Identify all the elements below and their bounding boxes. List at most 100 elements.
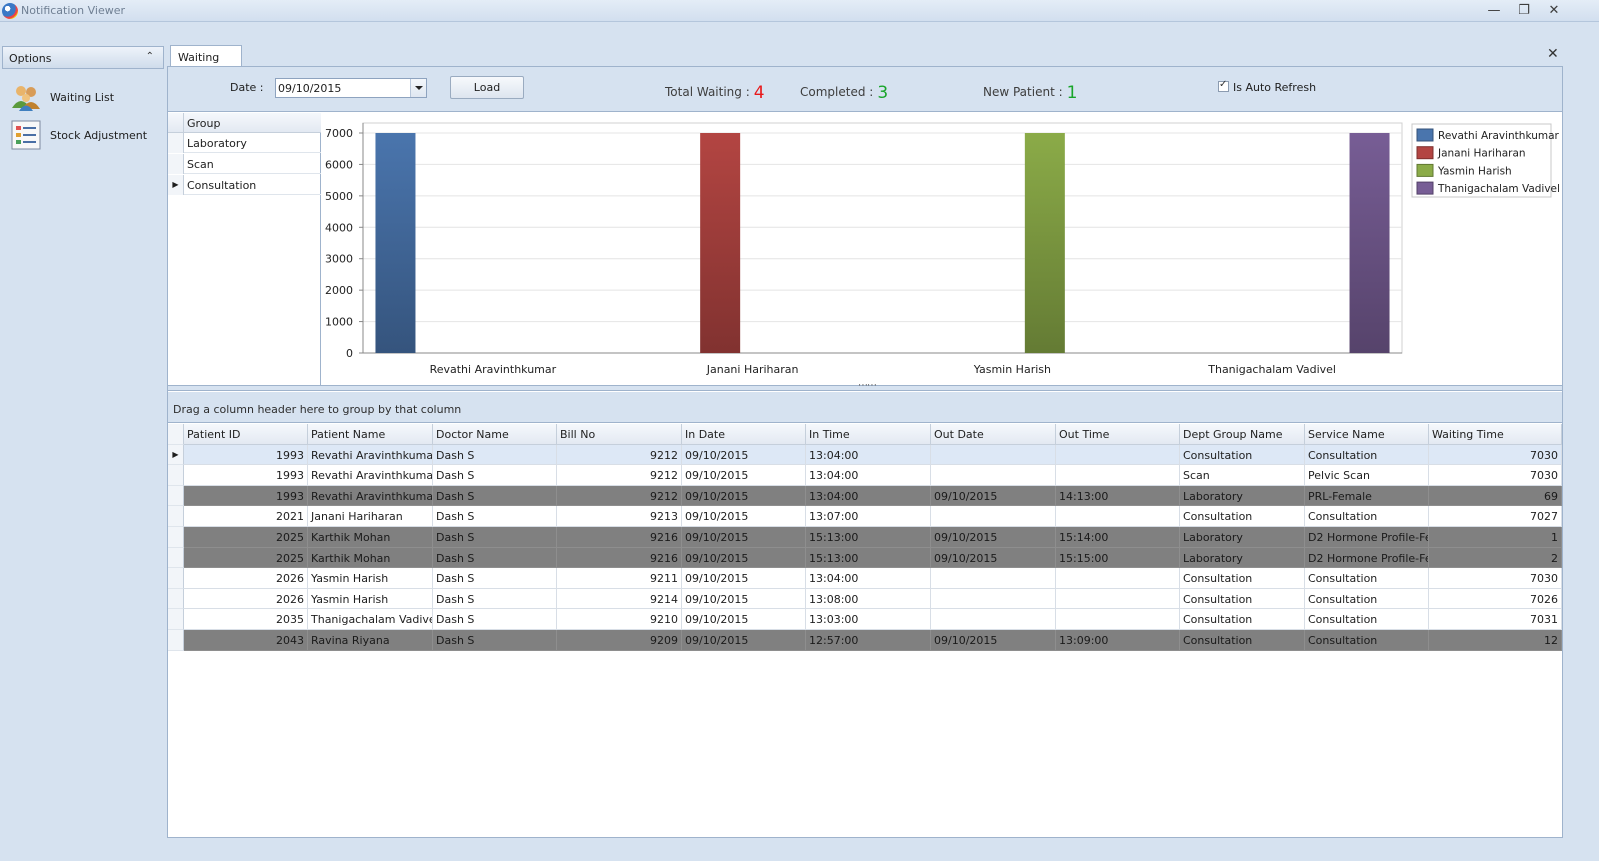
cell-bill-no[interactable]: 9216 <box>557 527 682 548</box>
cell-service-name[interactable]: D2 Hormone Profile-Fe... <box>1305 547 1429 569</box>
cell-dept-group-name[interactable]: Consultation <box>1180 630 1305 651</box>
cell-doctor-name[interactable]: Dash S <box>433 568 557 589</box>
cell-doctor-name[interactable]: Dash S <box>433 485 557 507</box>
cell-in-time[interactable]: 13:04:00 <box>806 568 931 589</box>
tab-waiting-list[interactable]: Waiting List <box>170 45 242 77</box>
cell-bill-no[interactable]: 9214 <box>557 588 682 610</box>
cell-out-time[interactable]: 13:09:00 <box>1056 630 1180 651</box>
cell-in-date[interactable]: 09/10/2015 <box>682 630 806 651</box>
group-by-panel[interactable]: Drag a column header here to group by th… <box>168 392 1562 423</box>
column-header-bill-no[interactable]: Bill No <box>557 424 682 445</box>
cell-waiting-time[interactable]: 7030 <box>1429 568 1562 589</box>
cell-service-name[interactable]: Consultation <box>1305 588 1429 610</box>
cell-dept-group-name[interactable]: Consultation <box>1180 506 1305 527</box>
cell-doctor-name[interactable]: Dash S <box>433 527 557 548</box>
cell-bill-no[interactable]: 9210 <box>557 609 682 630</box>
cell-bill-no[interactable]: 9213 <box>557 506 682 527</box>
cell-in-date[interactable]: 09/10/2015 <box>682 609 806 630</box>
cell-waiting-time[interactable]: 7030 <box>1429 465 1562 486</box>
column-header-out-time[interactable]: Out Time <box>1056 424 1180 445</box>
cell-dept-group-name[interactable]: Laboratory <box>1180 547 1305 569</box>
cell-out-time[interactable] <box>1056 609 1180 630</box>
cell-in-date[interactable]: 09/10/2015 <box>682 547 806 569</box>
options-nav-header[interactable]: Options ⌃ <box>2 46 164 69</box>
table-row[interactable]: 2026 Yasmin Harish Dash S 9211 09/10/2015 13:… <box>168 568 1562 589</box>
table-row[interactable]: 2025 Karthik Mohan Dash S 9216 09/10/2015 15:… <box>168 547 1562 569</box>
column-header-out-date[interactable]: Out Date <box>931 424 1056 445</box>
auto-refresh-toggle[interactable]: Is Auto Refresh <box>1218 79 1316 94</box>
close-tab-icon[interactable]: ✕ <box>1547 46 1559 62</box>
table-row[interactable]: 1993 Revathi Aravinthkumar Dash S 9212 09/10… <box>168 485 1562 507</box>
cell-waiting-time[interactable]: 1 <box>1429 527 1562 548</box>
column-header-dept-group-name[interactable]: Dept Group Name <box>1180 424 1305 445</box>
cell-waiting-time[interactable]: 7026 <box>1429 588 1562 610</box>
column-header-service-name[interactable]: Service Name <box>1305 424 1429 445</box>
cell-in-date[interactable]: 09/10/2015 <box>682 527 806 548</box>
column-header-in-date[interactable]: In Date <box>682 424 806 445</box>
group-grid-header[interactable]: Group <box>168 113 321 133</box>
cell-out-date[interactable]: 09/10/2015 <box>931 485 1056 507</box>
cell-in-date[interactable]: 09/10/2015 <box>682 506 806 527</box>
cell-in-time[interactable]: 13:04:00 <box>806 485 931 507</box>
column-header-waiting-time[interactable]: Waiting Time <box>1429 424 1562 445</box>
cell-dept-group-name[interactable]: Consultation <box>1180 444 1305 466</box>
cell-waiting-time[interactable]: 69 <box>1429 485 1562 507</box>
cell-service-name[interactable]: Consultation <box>1305 630 1429 651</box>
cell-out-date[interactable] <box>931 444 1056 466</box>
table-row[interactable]: 2021 Janani Hariharan Dash S 9213 09/10/2015… <box>168 506 1562 527</box>
load-button[interactable]: Load <box>450 76 524 99</box>
cell-out-time[interactable]: 15:14:00 <box>1056 527 1180 548</box>
cell-waiting-time[interactable]: 7030 <box>1429 444 1562 466</box>
table-row[interactable]: 2025 Karthik Mohan Dash S 9216 09/10/2015 15:… <box>168 527 1562 548</box>
cell-out-date[interactable] <box>931 588 1056 610</box>
cell-patient-name[interactable]: Janani Hariharan <box>308 506 433 527</box>
column-header-patient-name[interactable]: Patient Name <box>308 424 433 445</box>
cell-doctor-name[interactable]: Dash S <box>433 444 557 466</box>
cell-in-time[interactable]: 15:13:00 <box>806 527 931 548</box>
cell-in-date[interactable]: 09/10/2015 <box>682 485 806 507</box>
cell-out-date[interactable] <box>931 568 1056 589</box>
cell-dept-group-name[interactable]: Consultation <box>1180 609 1305 630</box>
cell-out-time[interactable] <box>1056 588 1180 610</box>
cell-service-name[interactable]: D2 Hormone Profile-Fe... <box>1305 527 1429 548</box>
cell-patient-id[interactable]: 2026 <box>184 588 308 610</box>
table-row[interactable]: 2026 Yasmin Harish Dash S 9214 09/10/2015 13:… <box>168 588 1562 610</box>
table-row[interactable]: 2035 Thanigachalam Vadivel Dash S 9210 09/10… <box>168 609 1562 630</box>
cell-waiting-time[interactable]: 7031 <box>1429 609 1562 630</box>
splitter-handle[interactable]: ⋯⋯ <box>168 380 1562 391</box>
cell-bill-no[interactable]: 9211 <box>557 568 682 589</box>
cell-bill-no[interactable]: 9209 <box>557 630 682 651</box>
cell-waiting-time[interactable]: 12 <box>1429 630 1562 651</box>
cell-service-name[interactable]: Consultation <box>1305 506 1429 527</box>
cell-doctor-name[interactable]: Dash S <box>433 588 557 610</box>
table-row[interactable]: 2043 Ravina Riyana Dash S 9209 09/10/2015 12:… <box>168 630 1562 651</box>
cell-patient-id[interactable]: 2035 <box>184 609 308 630</box>
cell-patient-name[interactable]: Yasmin Harish <box>308 568 433 589</box>
cell-dept-group-name[interactable]: Laboratory <box>1180 527 1305 548</box>
cell-in-date[interactable]: 09/10/2015 <box>682 444 806 466</box>
column-header-in-time[interactable]: In Time <box>806 424 931 445</box>
cell-patient-name[interactable]: Thanigachalam Vadivel <box>308 609 433 630</box>
cell-in-time[interactable]: 13:08:00 <box>806 588 931 610</box>
cell-doctor-name[interactable]: Dash S <box>433 630 557 651</box>
nav-item-waiting-list[interactable]: Waiting List <box>10 82 160 114</box>
cell-bill-no[interactable]: 9212 <box>557 465 682 486</box>
cell-service-name[interactable]: Pelvic Scan <box>1305 465 1429 486</box>
cell-service-name[interactable]: Consultation <box>1305 609 1429 630</box>
cell-patient-id[interactable]: 2025 <box>184 527 308 548</box>
cell-bill-no[interactable]: 9212 <box>557 444 682 466</box>
group-row-scan[interactable]: Scan <box>168 154 321 174</box>
cell-service-name[interactable]: PRL-Female <box>1305 485 1429 507</box>
cell-patient-name[interactable]: Karthik Mohan <box>308 547 433 569</box>
auto-refresh-checkbox[interactable] <box>1218 79 1229 92</box>
chevron-up-icon[interactable]: ⌃ <box>145 51 154 62</box>
cell-patient-name[interactable]: Ravina Riyana <box>308 630 433 651</box>
cell-patient-name[interactable]: Karthik Mohan <box>308 527 433 548</box>
cell-service-name[interactable]: Consultation <box>1305 444 1429 466</box>
cell-out-time[interactable]: 15:15:00 <box>1056 547 1180 569</box>
cell-patient-id[interactable]: 2026 <box>184 568 308 589</box>
cell-dept-group-name[interactable]: Laboratory <box>1180 485 1305 507</box>
column-header-doctor-name[interactable]: Doctor Name <box>433 424 557 445</box>
table-row[interactable]: ▶ 1993 Revathi Aravinthkumar Dash S 9212 09/1… <box>168 444 1562 466</box>
table-row[interactable]: 1993 Revathi Aravinthkumar Dash S 9212 09/10… <box>168 465 1562 486</box>
